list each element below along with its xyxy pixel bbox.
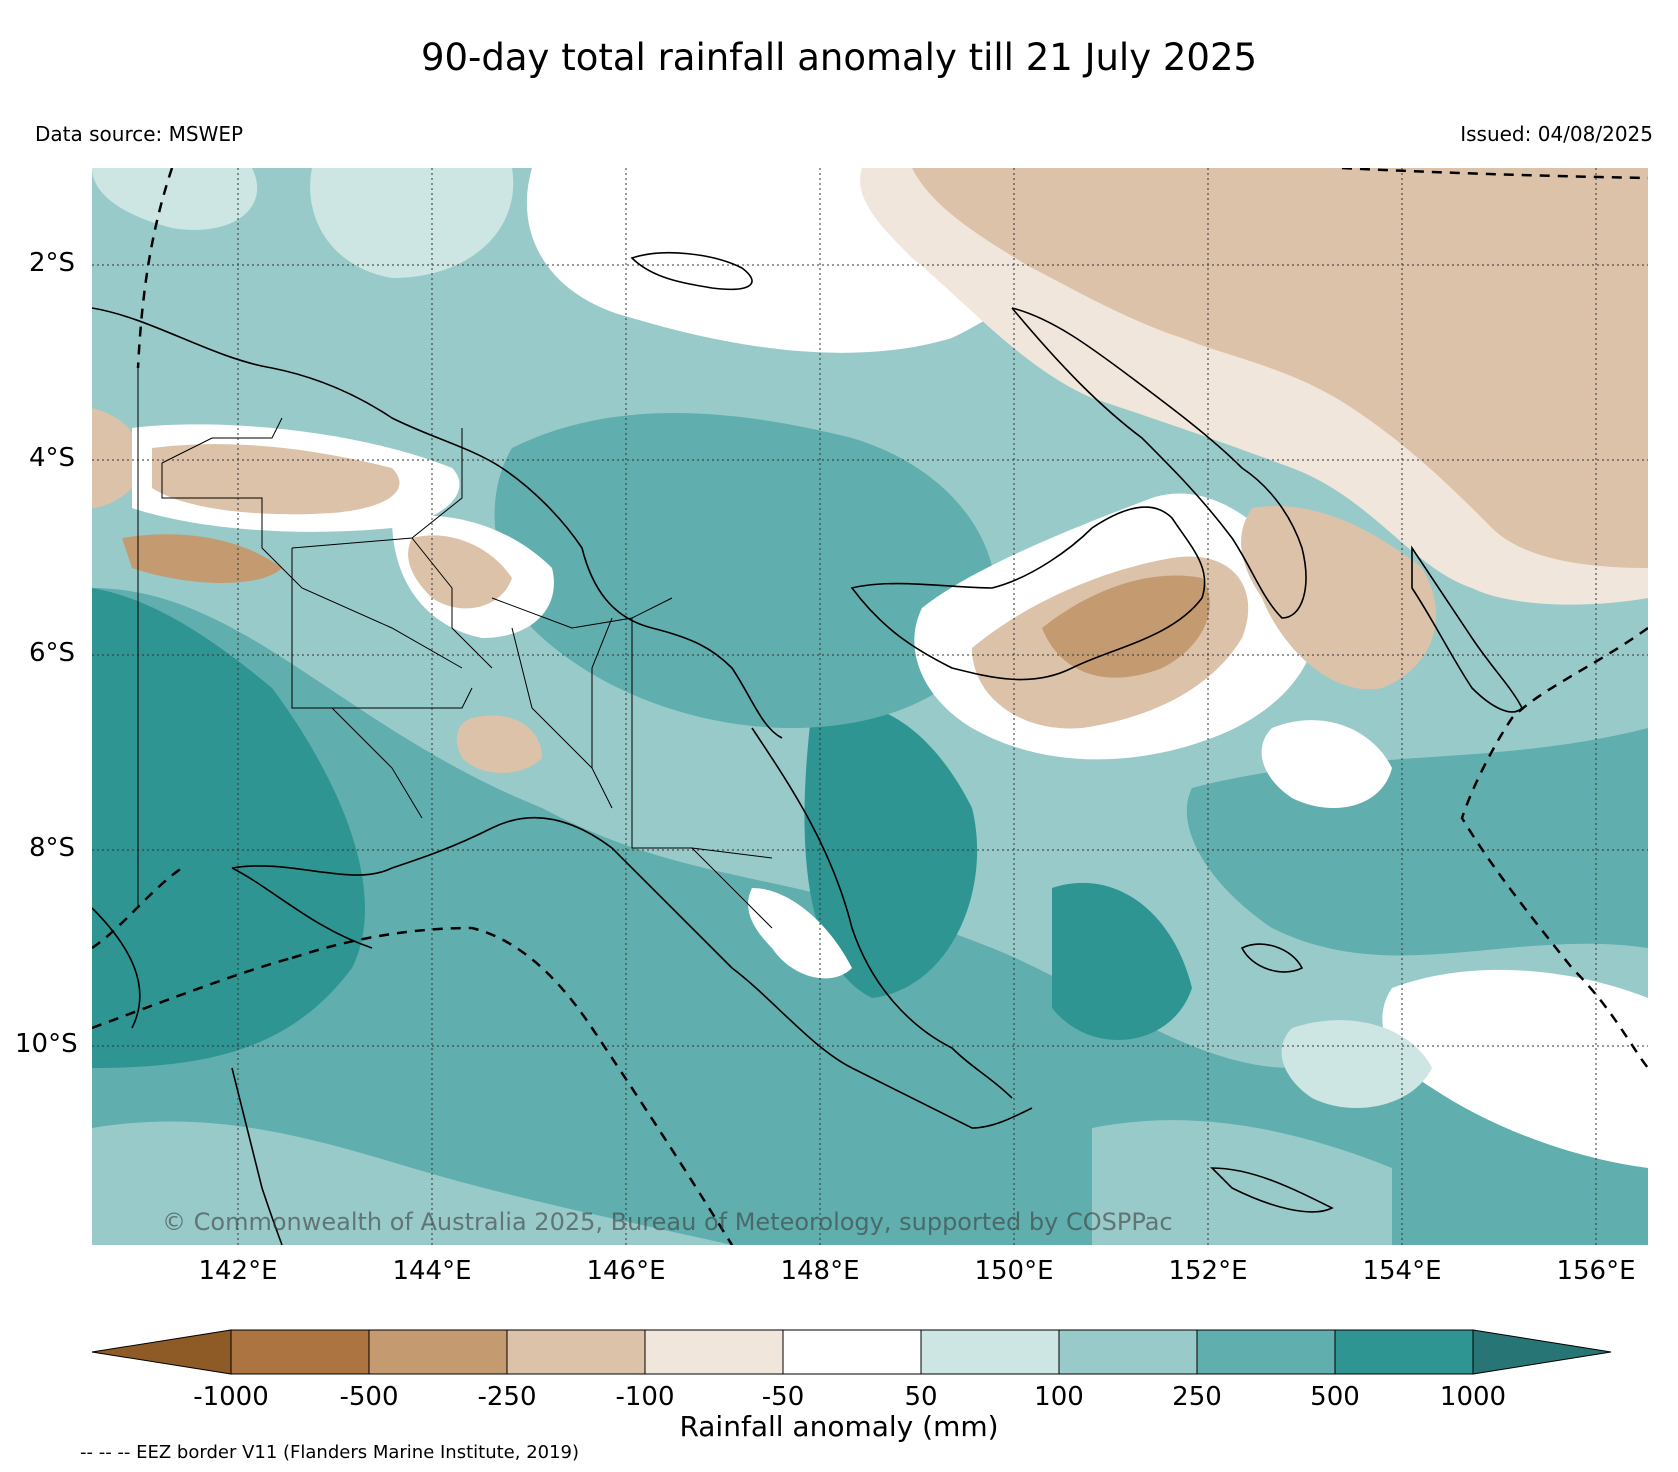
lat-label-2s: 2°S	[28, 248, 75, 278]
colorbar-cell	[230, 1329, 370, 1375]
cb-tick-neg50: -50	[761, 1382, 805, 1412]
cb-tick-neg1000: -1000	[193, 1382, 269, 1412]
cb-tick-neg100: -100	[615, 1382, 675, 1412]
map-title: 90-day total rainfall anomaly till 21 Ju…	[420, 36, 1258, 79]
copyright-notice: © Commonwealth of Australia 2025, Bureau…	[162, 1208, 1173, 1236]
lon-label-142e: 142°E	[198, 1256, 278, 1286]
lon-label-148e: 148°E	[780, 1256, 860, 1286]
cb-tick-neg500: -500	[339, 1382, 399, 1412]
cb-tick-100: 100	[1034, 1382, 1084, 1412]
colorbar-cell	[1196, 1329, 1336, 1375]
lat-label-6s: 6°S	[28, 638, 75, 668]
colorbar-cell	[1334, 1329, 1474, 1375]
colorbar-cell	[644, 1329, 784, 1375]
lon-label-146e: 146°E	[586, 1256, 666, 1286]
issued-date: Issued: 04/08/2025	[1460, 122, 1653, 146]
lat-label-10s: 10°S	[15, 1029, 78, 1059]
colorbar-cell	[506, 1329, 646, 1375]
cb-tick-250: 250	[1172, 1382, 1222, 1412]
lat-label-4s: 4°S	[28, 443, 75, 473]
colorbar-cell	[920, 1329, 1060, 1375]
cb-tick-1000: 1000	[1439, 1382, 1507, 1412]
lon-label-150e: 150°E	[974, 1256, 1054, 1286]
colorbar-cell	[782, 1329, 922, 1375]
rainfall-anomaly-map	[92, 168, 1648, 1245]
lon-label-154e: 154°E	[1362, 1256, 1442, 1286]
colorbar-label: Rainfall anomaly (mm)	[679, 1410, 999, 1443]
data-source: Data source: MSWEP	[35, 122, 244, 146]
lat-label-8s: 8°S	[28, 833, 75, 863]
lon-label-152e: 152°E	[1168, 1256, 1248, 1286]
colorbar-extend-min	[91, 1329, 232, 1375]
eez-border-note: -- -- -- EEZ border V11 (Flanders Marine…	[80, 1442, 580, 1463]
lon-label-144e: 144°E	[392, 1256, 472, 1286]
colorbar	[91, 1329, 1612, 1375]
cb-tick-50: 50	[904, 1382, 938, 1412]
lon-label-156e: 156°E	[1556, 1256, 1636, 1286]
colorbar-extend-max	[1472, 1329, 1612, 1375]
cb-tick-neg250: -250	[477, 1382, 537, 1412]
colorbar-cell	[368, 1329, 508, 1375]
cb-tick-500: 500	[1310, 1382, 1360, 1412]
colorbar-cell	[1058, 1329, 1198, 1375]
